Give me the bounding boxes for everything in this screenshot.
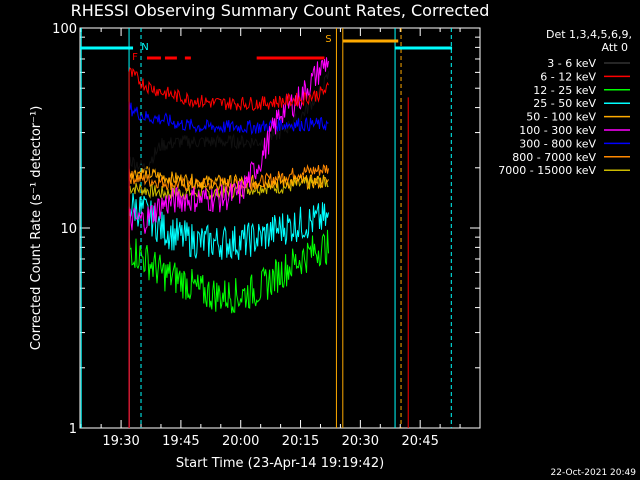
legend-label: 3 - 6 keV [547, 57, 596, 70]
chart-title: RHESSI Observing Summary Count Rates, Co… [71, 1, 490, 20]
flag-n: N [141, 42, 148, 53]
series-line-6-12-kev [128, 67, 329, 428]
series-line-50-100-kev [128, 165, 329, 428]
legend-label: 100 - 300 keV [519, 124, 596, 137]
x-tick-label: 20:45 [401, 434, 438, 449]
flag-s: S [325, 34, 331, 45]
x-tick-label: 20:30 [342, 434, 379, 449]
timestamp: 22-Oct-2021 20:49 [551, 468, 637, 478]
legend-label: 6 - 12 keV [540, 70, 596, 83]
legend-label: 7000 - 15000 keV [498, 164, 596, 177]
series-line-25-50-kev [128, 193, 329, 428]
x-tick-label: 20:00 [222, 434, 259, 449]
y-tick-label: 10 [60, 222, 77, 237]
series-line-3-6-kev [128, 71, 329, 428]
series-line-12-25-kev [128, 229, 329, 428]
legend-label: 25 - 50 keV [533, 97, 596, 110]
legend-label: 300 - 800 keV [519, 137, 596, 150]
legend-header-line-1: Det 1,3,4,5,6,9, [546, 28, 632, 41]
legend-label: 12 - 25 keV [533, 84, 596, 97]
series-line-7000-15000-kev [128, 174, 329, 428]
y-tick-label: 1 [69, 422, 77, 437]
legend-label: 800 - 7000 keV [512, 151, 596, 164]
plot-frame [79, 27, 481, 429]
series-line-100-300-kev [128, 57, 329, 428]
legend-header-line-2: Att 0 [602, 41, 628, 54]
series-line-300-800-kev [128, 101, 329, 428]
legend-label: 50 - 100 keV [526, 111, 596, 124]
x-tick-label: 19:30 [102, 434, 139, 449]
x-axis-label: Start Time (23-Apr-14 19:19:42) [176, 456, 384, 471]
y-axis-label: Corrected Count Rate (s⁻¹ detector⁻¹) [29, 106, 44, 351]
y-tick-label: 100 [52, 22, 77, 37]
x-tick-label: 20:15 [282, 434, 319, 449]
flag-f: F [132, 52, 138, 63]
x-tick-label: 19:45 [162, 434, 199, 449]
